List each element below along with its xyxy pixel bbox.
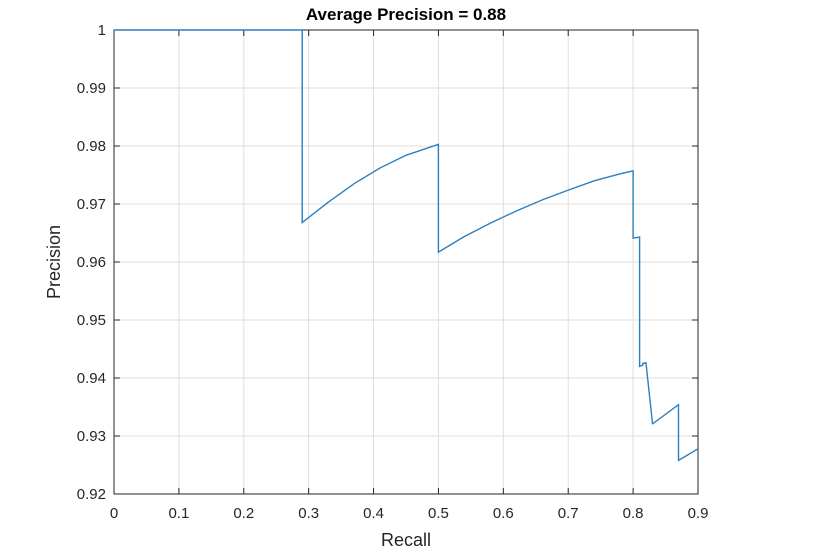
x-tick-label: 0.3 bbox=[298, 505, 319, 522]
y-tick-label: 0.99 bbox=[77, 80, 106, 97]
y-tick-label: 0.92 bbox=[77, 486, 106, 503]
x-tick-label: 0.8 bbox=[623, 505, 644, 522]
y-tick-label: 0.97 bbox=[77, 196, 106, 213]
x-tick-label: 0.6 bbox=[493, 505, 514, 522]
y-tick-label: 0.93 bbox=[77, 428, 106, 445]
x-tick-label: 0.2 bbox=[233, 505, 254, 522]
x-tick-label: 0.1 bbox=[168, 505, 189, 522]
x-tick-label: 0.4 bbox=[363, 505, 384, 522]
precision-recall-curve bbox=[114, 29, 699, 462]
y-tick-label: 0.96 bbox=[77, 254, 106, 271]
y-tick-label: 0.95 bbox=[77, 312, 106, 329]
y-tick-label: 0.98 bbox=[77, 138, 106, 155]
grid bbox=[113, 29, 699, 495]
y-tick-label: 1 bbox=[98, 22, 106, 39]
y-tick-label: 0.94 bbox=[77, 370, 106, 387]
x-tick-label: 0 bbox=[110, 505, 118, 522]
chart-title: Average Precision = 0.88 bbox=[306, 5, 506, 24]
x-tick-label: 0.5 bbox=[428, 505, 449, 522]
y-axis-title: Precision bbox=[44, 225, 64, 299]
x-tick-label: 0.7 bbox=[558, 505, 579, 522]
ticks: 0 0.1 0.2 0.3 0.4 0.5 0.6 0.7 0.8 0.9 0.92 0.93 0.94… bbox=[77, 22, 709, 522]
x-tick-label: 0.9 bbox=[688, 505, 709, 522]
x-axis-title: Recall bbox=[381, 530, 431, 550]
